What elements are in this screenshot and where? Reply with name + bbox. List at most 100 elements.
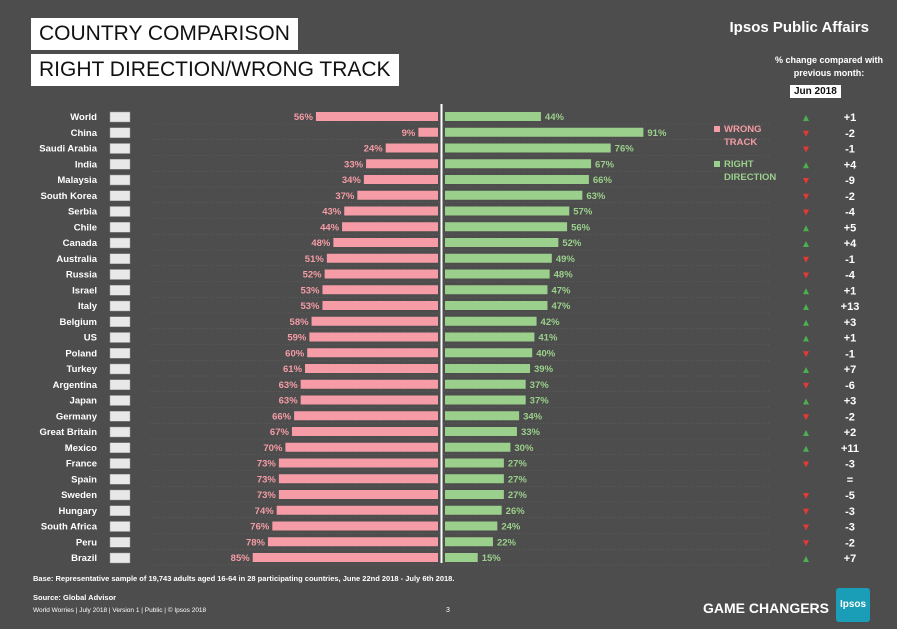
down-arrow-icon-poland — [803, 351, 809, 358]
down-arrow-icon-peru — [803, 540, 809, 547]
down-arrow-icon-south-africa — [803, 524, 809, 531]
change-value-turkey: +7 — [844, 364, 857, 376]
up-arrow-icon-chile — [803, 225, 809, 232]
flag-icon-serbia — [109, 206, 131, 217]
wrong-value-peru: 78% — [246, 537, 266, 548]
right-bar-chile — [445, 222, 568, 232]
flag-icon-argentina — [109, 379, 131, 390]
down-arrow-icon-australia — [803, 256, 809, 263]
legend-wrong: WRONG TRACK — [714, 123, 774, 149]
change-value-belgium: +3 — [844, 317, 857, 329]
change-value-argentina: -6 — [845, 380, 855, 392]
up-arrow-icon-world — [803, 115, 809, 121]
wrong-bar-hungary — [276, 505, 438, 515]
country-label-mexico: Mexico — [65, 443, 97, 454]
right-value-spain: 27% — [508, 474, 528, 485]
right-bar-belgium — [445, 316, 537, 326]
wrong-bar-india — [366, 159, 438, 169]
country-label-hungary: Hungary — [58, 506, 97, 517]
change-value-saudi-arabia: -1 — [845, 144, 855, 156]
right-bar-us — [445, 332, 535, 342]
wrong-value-belgium: 58% — [290, 317, 310, 328]
wrong-bar-serbia — [344, 206, 438, 216]
right-value-france: 27% — [508, 459, 528, 470]
down-arrow-icon-argentina — [803, 382, 809, 389]
wrong-value-japan: 63% — [279, 396, 299, 407]
right-value-hungary: 26% — [506, 506, 526, 517]
wrong-value-saudi-arabia: 24% — [364, 144, 384, 155]
source-note: Source: Global Advisor — [33, 593, 117, 602]
down-arrow-icon-malaysia — [803, 178, 809, 184]
right-value-mexico: 30% — [514, 443, 534, 454]
flag-icon-russia — [109, 269, 131, 280]
right-bar-world — [445, 112, 541, 121]
flag-icon-malaysia — [109, 174, 131, 186]
change-value-germany: -2 — [845, 411, 855, 423]
wrong-value-israel: 53% — [300, 285, 320, 296]
right-value-sweden: 27% — [508, 490, 528, 501]
change-value-great-britain: +2 — [844, 427, 857, 439]
change-value-brazil: +7 — [844, 553, 857, 565]
country-label-japan: Japan — [70, 396, 98, 407]
change-value-russia: -4 — [845, 270, 856, 282]
down-arrow-icon-saudi-arabia — [803, 146, 809, 153]
country-label-germany: Germany — [56, 411, 98, 422]
right-bar-hungary — [445, 505, 502, 515]
right-bar-france — [445, 458, 504, 468]
month-label: Jun 2018 — [790, 85, 841, 98]
change-value-south-korea: -2 — [845, 191, 855, 203]
right-value-italy: 47% — [551, 301, 571, 312]
up-arrow-icon-turkey — [803, 367, 809, 373]
right-value-russia: 48% — [554, 270, 574, 281]
wrong-bar-turkey — [305, 364, 438, 373]
change-value-us: +1 — [844, 333, 857, 345]
flag-icon-sweden — [109, 489, 131, 501]
change-header: % change compared with previous month: — [774, 55, 884, 78]
right-value-us: 41% — [538, 333, 558, 344]
legend-right-label: RIGHT DIRECTION — [724, 159, 777, 183]
up-arrow-icon-great-britain — [803, 430, 809, 436]
right-bar-australia — [445, 253, 552, 263]
wrong-value-spain: 73% — [257, 474, 277, 485]
right-bar-italy — [445, 301, 548, 310]
right-bar-poland — [445, 348, 533, 358]
country-label-india: India — [75, 159, 98, 170]
wrong-bar-belgium — [311, 316, 438, 326]
wrong-bar-canada — [333, 238, 438, 247]
country-label-italy: Italy — [78, 301, 98, 312]
right-bar-serbia — [445, 206, 570, 216]
right-value-south-africa: 24% — [501, 522, 521, 533]
right-bar-brazil — [445, 553, 478, 562]
right-value-argentina: 37% — [530, 380, 550, 391]
change-value-sweden: -5 — [845, 490, 855, 502]
wrong-value-australia: 51% — [305, 254, 325, 265]
change-value-spain: = — [847, 474, 853, 486]
title-line-1: COUNTRY COMPARISON — [31, 18, 298, 50]
flag-icon-canada — [109, 237, 131, 249]
country-label-brazil: Brazil — [71, 553, 97, 564]
wrong-value-mexico: 70% — [263, 443, 283, 454]
right-bar-south-africa — [445, 521, 498, 531]
country-label-spain: Spain — [71, 474, 97, 485]
down-arrow-icon-south-korea — [803, 193, 809, 200]
country-label-belgium: Belgium — [60, 317, 97, 328]
down-arrow-icon-russia — [803, 272, 809, 279]
wrong-value-world: 56% — [294, 112, 314, 123]
base-note: Base: Representative sample of 19,743 ad… — [33, 574, 455, 583]
right-bar-argentina — [445, 379, 526, 389]
right-bar-germany — [445, 411, 520, 421]
wrong-bar-saudi-arabia — [385, 143, 438, 153]
wrong-bar-china — [418, 127, 438, 137]
down-arrow-icon-germany — [803, 414, 809, 421]
wrong-value-italy: 53% — [300, 301, 320, 312]
wrong-value-south-africa: 76% — [250, 522, 270, 533]
wrong-value-france: 73% — [257, 459, 277, 470]
wrong-bar-us — [309, 332, 438, 342]
wrong-value-germany: 66% — [272, 411, 292, 422]
flag-icon-china — [109, 127, 131, 138]
flag-icon-belgium — [109, 316, 131, 327]
down-arrow-icon-serbia — [803, 209, 809, 216]
wrong-value-malaysia: 34% — [342, 175, 362, 186]
country-label-russia: Russia — [66, 270, 98, 281]
right-value-turkey: 39% — [534, 364, 554, 375]
